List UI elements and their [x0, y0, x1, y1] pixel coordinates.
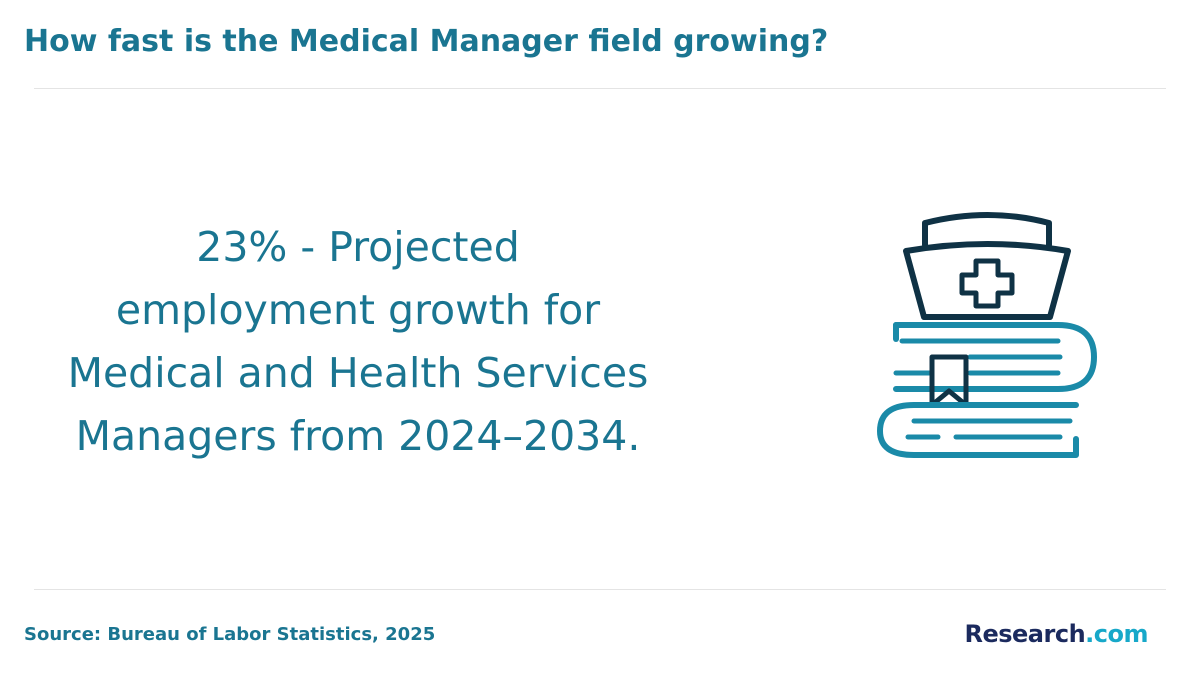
- cap-body: [903, 241, 1071, 320]
- stat-callout: 23% - Projected employment growth for Me…: [30, 216, 686, 468]
- nurse-cap-books-icon: [877, 212, 1097, 458]
- stat-line: Managers from 2024–2034.: [75, 412, 641, 460]
- book-top: [893, 322, 1097, 392]
- book-bottom: [877, 402, 1079, 458]
- stat-line: Medical and Health Services: [67, 349, 649, 397]
- bookmark-icon: [929, 354, 969, 408]
- stat-line: employment growth for: [115, 286, 601, 334]
- bottom-divider: [34, 589, 1166, 590]
- logo-tld: .com: [1085, 620, 1148, 648]
- page-title: How fast is the Medical Manager field gr…: [24, 24, 829, 59]
- cap-top-band: [922, 212, 1052, 248]
- source-note: Source: Bureau of Labor Statistics, 2025: [24, 624, 436, 645]
- medical-cross-icon: [959, 258, 1015, 309]
- stat-line: 23% - Projected: [196, 223, 520, 271]
- logo-brand: Research: [964, 620, 1086, 648]
- research-com-logo: Research.com: [964, 620, 1148, 648]
- top-divider: [34, 88, 1166, 89]
